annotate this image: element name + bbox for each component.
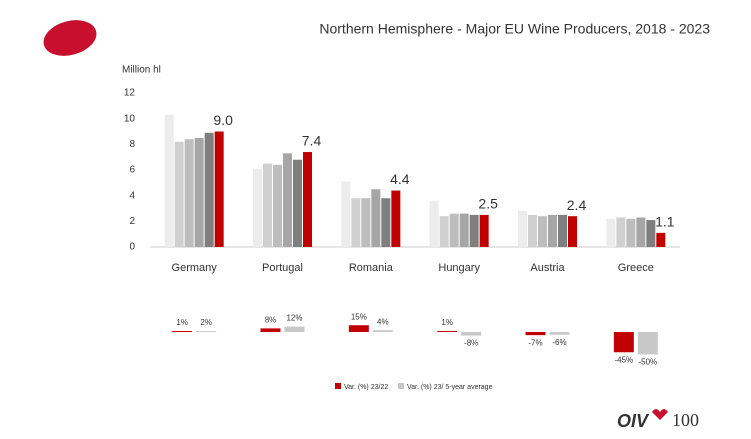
variation-bar bbox=[549, 332, 570, 335]
logo-mark bbox=[43, 20, 97, 56]
x-tick-label: Portugal bbox=[262, 262, 303, 274]
bar bbox=[341, 181, 351, 247]
data-label: 9.0 bbox=[213, 112, 233, 128]
bar bbox=[459, 213, 469, 247]
x-tick-label: Romania bbox=[349, 262, 394, 274]
variation-bar bbox=[284, 326, 305, 332]
y-tick-label: 6 bbox=[129, 165, 135, 176]
data-label: 7.4 bbox=[302, 133, 322, 149]
variation-bar bbox=[260, 328, 281, 332]
bar bbox=[646, 220, 656, 247]
bar bbox=[194, 137, 204, 247]
bar bbox=[253, 168, 262, 247]
bar bbox=[204, 132, 214, 247]
y-tick-label: 0 bbox=[129, 242, 135, 253]
bar bbox=[214, 131, 224, 247]
data-label: 2.4 bbox=[567, 197, 587, 213]
x-tick-label: Austria bbox=[530, 262, 565, 274]
bar bbox=[616, 217, 626, 247]
x-tick-label: Greece bbox=[618, 262, 654, 274]
bar bbox=[293, 159, 302, 247]
legend-label: Var. (%) 23/ 5-year average bbox=[407, 384, 493, 391]
bar bbox=[518, 211, 527, 247]
data-label: -50% bbox=[638, 358, 657, 367]
bar bbox=[568, 216, 577, 247]
bar bbox=[273, 164, 282, 247]
bar bbox=[391, 190, 401, 247]
bar bbox=[558, 214, 567, 247]
bar bbox=[636, 217, 646, 247]
variation-bar bbox=[637, 332, 658, 355]
bar bbox=[184, 139, 194, 247]
variation-bar bbox=[613, 332, 634, 353]
logo-text: OIV bbox=[617, 411, 650, 431]
data-label: 1% bbox=[441, 318, 453, 327]
bar bbox=[303, 152, 312, 247]
data-label: 4.4 bbox=[390, 171, 410, 187]
bar bbox=[606, 218, 616, 247]
data-label: 12% bbox=[286, 314, 302, 323]
bar bbox=[656, 232, 666, 247]
bar bbox=[381, 198, 391, 247]
bar bbox=[548, 214, 557, 247]
bar bbox=[164, 114, 174, 247]
data-label: -7% bbox=[528, 338, 542, 347]
bar bbox=[361, 198, 371, 247]
y-tick-label: 4 bbox=[129, 190, 135, 201]
bar bbox=[479, 214, 489, 247]
bar bbox=[283, 153, 292, 247]
data-label: 2.5 bbox=[478, 196, 498, 212]
bar bbox=[538, 216, 547, 247]
bar bbox=[528, 214, 537, 247]
legend-swatch bbox=[398, 383, 404, 389]
bar bbox=[174, 141, 184, 247]
y-tick-label: 2 bbox=[129, 216, 135, 227]
x-tick-label: Germany bbox=[172, 262, 218, 274]
legend-swatch bbox=[335, 383, 341, 389]
data-label: -45% bbox=[614, 355, 633, 364]
variation-bar bbox=[172, 331, 193, 332]
variation-bar bbox=[525, 332, 546, 336]
logo-icon bbox=[652, 409, 668, 420]
variation-bar bbox=[372, 330, 393, 332]
x-tick-label: Hungary bbox=[438, 262, 480, 274]
bar bbox=[371, 189, 381, 247]
y-axis-label: Million hl bbox=[122, 65, 161, 76]
data-label: -8% bbox=[464, 339, 478, 348]
variation-bar bbox=[437, 331, 458, 332]
bar bbox=[429, 200, 439, 247]
bar bbox=[469, 214, 479, 247]
y-tick-label: 8 bbox=[129, 139, 135, 150]
bar bbox=[449, 213, 459, 247]
data-label: 2% bbox=[200, 318, 212, 327]
legend-label: Var. (%) 23/22 bbox=[344, 384, 388, 391]
chart-title: Northern Hemisphere - Major EU Wine Prod… bbox=[319, 21, 710, 37]
variation-bar bbox=[196, 331, 217, 332]
logo-number: 100 bbox=[672, 410, 699, 430]
data-label: 1% bbox=[176, 318, 188, 327]
y-tick-label: 10 bbox=[124, 113, 136, 124]
data-label: 15% bbox=[351, 312, 367, 321]
data-label: 1.1 bbox=[655, 214, 675, 230]
bar bbox=[263, 163, 272, 247]
bar bbox=[439, 216, 449, 247]
bar bbox=[626, 218, 636, 247]
variation-bar bbox=[348, 325, 369, 332]
data-label: 8% bbox=[265, 316, 277, 325]
y-tick-label: 12 bbox=[124, 88, 136, 99]
variation-bar bbox=[461, 332, 482, 336]
data-label: 4% bbox=[377, 317, 389, 326]
bar bbox=[351, 198, 361, 247]
data-label: -6% bbox=[552, 338, 566, 347]
